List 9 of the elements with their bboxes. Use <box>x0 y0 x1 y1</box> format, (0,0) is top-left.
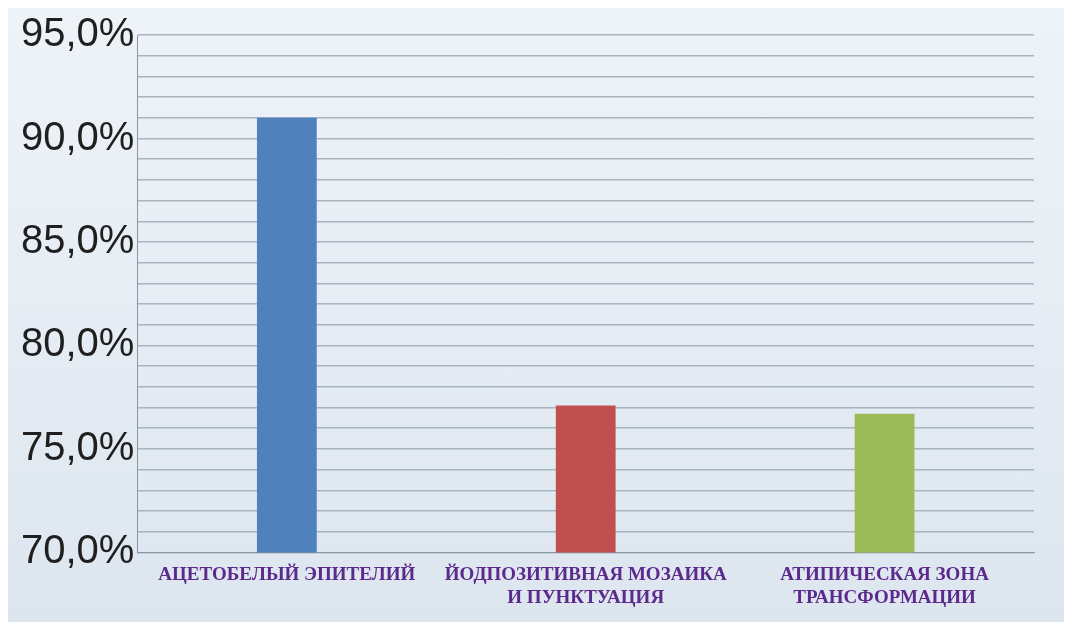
x-tick-label: ЙОДПОЗИТИВНАЯ МОЗАИКА И ПУНКТУАЦИЯ <box>444 562 727 607</box>
y-tick-label: 80,0% <box>21 320 135 365</box>
y-tick-label: 95,0% <box>21 10 135 55</box>
y-tick-label: 70,0% <box>21 527 135 572</box>
x-tick-label: АТИПИЧЕСКАЯ ЗОНА ТРАНСФОРМАЦИИ <box>780 562 990 607</box>
y-tick-label: 75,0% <box>21 423 135 468</box>
x-tick-label: АЦЕТОБЕЛЫЙ ЭПИТЕЛИЙ <box>158 562 416 584</box>
y-tick-label: 85,0% <box>21 216 135 261</box>
y-tick-label: 90,0% <box>21 113 135 158</box>
